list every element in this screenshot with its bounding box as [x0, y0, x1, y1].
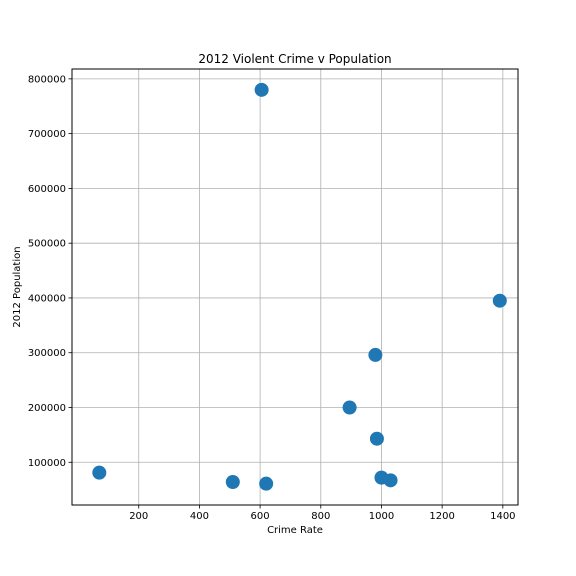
scatter-point	[369, 431, 384, 446]
x-tick-label: 400	[190, 511, 209, 522]
y-tick-label: 300000	[28, 348, 66, 359]
scatter-point	[225, 474, 240, 489]
data-points	[92, 82, 507, 491]
chart-title: 2012 Violent Crime v Population	[198, 52, 391, 66]
axis-ticks: 200 400 600 800 1000 1200 1400 100000 200000 3000…	[28, 74, 516, 522]
scatter-point	[254, 82, 269, 97]
scatter-point	[492, 293, 507, 308]
scatter-point	[92, 465, 107, 480]
scatter-point	[342, 400, 357, 415]
y-axis-label: 2012 Population	[12, 246, 23, 327]
y-tick-label: 200000	[28, 403, 66, 414]
scatter-point	[259, 476, 274, 491]
y-tick-label: 700000	[28, 129, 66, 140]
y-tick-label: 500000	[28, 239, 66, 250]
x-tick-label: 600	[251, 511, 270, 522]
y-tick-label: 800000	[28, 74, 66, 85]
grid-lines	[72, 69, 518, 505]
scatter-point	[383, 473, 398, 488]
scatter-point	[368, 347, 383, 362]
y-tick-label: 600000	[28, 184, 66, 195]
y-tick-label: 100000	[28, 458, 66, 469]
x-tick-label: 1400	[490, 511, 515, 522]
x-tick-label: 800	[311, 511, 330, 522]
y-tick-label: 400000	[28, 293, 66, 304]
x-tick-label: 200	[129, 511, 148, 522]
x-tick-label: 1200	[429, 511, 454, 522]
x-tick-label: 1000	[369, 511, 394, 522]
x-axis-label: Crime Rate	[267, 525, 323, 536]
plot-area-frame	[71, 68, 519, 506]
